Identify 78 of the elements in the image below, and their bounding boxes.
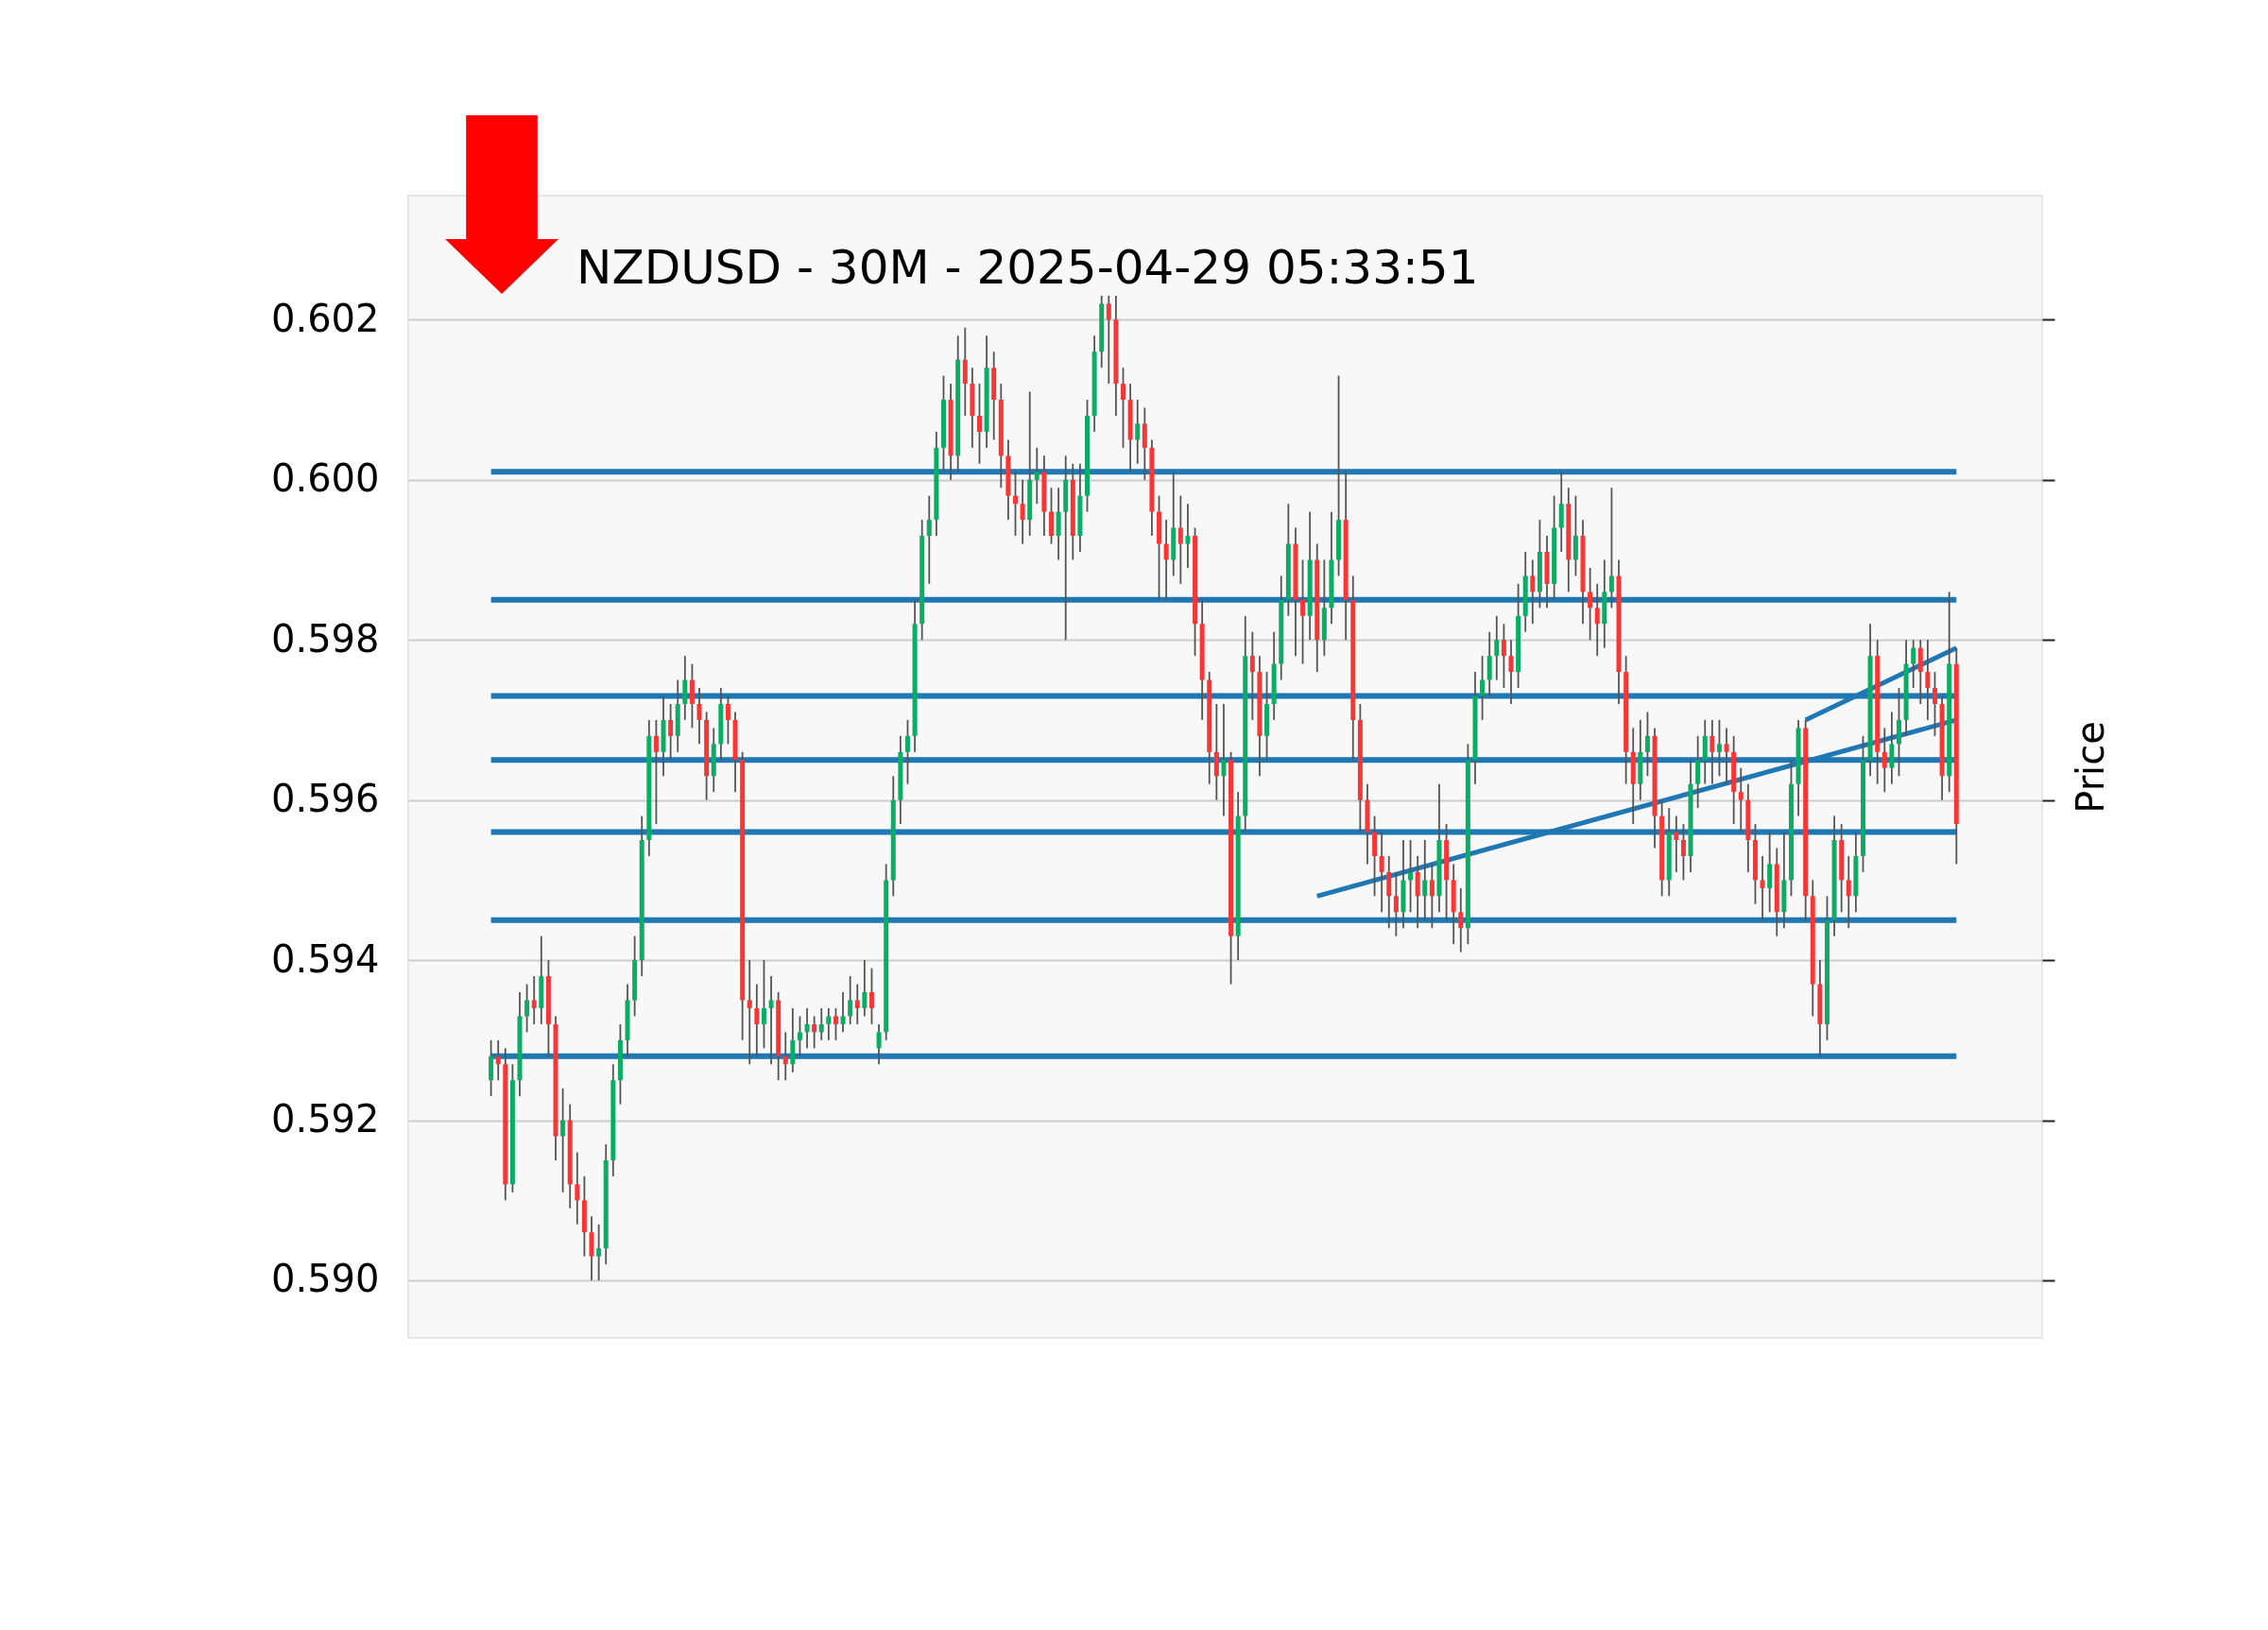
candlestick bbox=[876, 1022, 882, 1066]
candlestick bbox=[818, 1007, 824, 1041]
y-tick-label: 0.602 bbox=[270, 296, 380, 340]
candlestick bbox=[1249, 630, 1255, 721]
candlestick bbox=[596, 1223, 602, 1281]
candlestick bbox=[1932, 671, 1937, 737]
candlestick bbox=[575, 1151, 580, 1226]
candlestick bbox=[868, 967, 874, 1025]
candlestick bbox=[696, 687, 702, 746]
candlestick bbox=[976, 383, 982, 465]
candlestick bbox=[1185, 503, 1191, 569]
candlestick bbox=[1121, 367, 1126, 449]
candlestick bbox=[531, 975, 537, 1025]
candlestick bbox=[747, 959, 752, 1066]
candlestick bbox=[1911, 639, 1916, 689]
candlestick bbox=[1588, 567, 1593, 642]
candlestick bbox=[524, 983, 530, 1034]
candlestick bbox=[1881, 727, 1887, 794]
candlestick bbox=[1530, 558, 1536, 626]
candlestick bbox=[1458, 886, 1464, 953]
candlestick bbox=[926, 494, 932, 585]
candlestick bbox=[1422, 839, 1428, 921]
candlestick bbox=[904, 719, 910, 785]
candlestick bbox=[1501, 623, 1506, 689]
candlestick bbox=[653, 719, 659, 825]
candlestick bbox=[826, 1007, 832, 1041]
candlestick bbox=[1608, 487, 1614, 609]
y-tick-label: 0.592 bbox=[270, 1097, 380, 1141]
candlestick bbox=[1738, 766, 1744, 833]
candlestick bbox=[725, 695, 730, 746]
y-tick-label: 0.590 bbox=[270, 1257, 380, 1301]
candlestick bbox=[1379, 831, 1384, 914]
y-tick-label: 0.598 bbox=[270, 616, 380, 661]
candlestick bbox=[1429, 863, 1435, 930]
candlestick bbox=[1724, 727, 1729, 785]
candlestick bbox=[768, 975, 774, 1066]
candlestick bbox=[1034, 446, 1040, 506]
candlestick bbox=[1846, 855, 1851, 930]
candlestick bbox=[1300, 558, 1306, 665]
candlestick bbox=[1674, 815, 1679, 873]
candlestick bbox=[848, 975, 853, 1025]
candlestick bbox=[854, 983, 860, 1025]
candlestick bbox=[1494, 614, 1500, 681]
candlestick bbox=[1106, 295, 1111, 385]
y-tick-label: 0.596 bbox=[270, 777, 380, 821]
candlestick bbox=[1408, 839, 1414, 914]
candlestick bbox=[1163, 519, 1169, 601]
candlestick bbox=[1760, 855, 1765, 921]
candlestick bbox=[761, 959, 766, 1050]
candlestick bbox=[782, 1031, 788, 1082]
candlestick bbox=[1393, 871, 1399, 937]
y-tick-label: 0.594 bbox=[270, 936, 380, 981]
candlestick bbox=[862, 959, 868, 1018]
candlestick bbox=[1013, 471, 1018, 537]
candlestick bbox=[804, 1007, 810, 1050]
candlestick bbox=[1480, 655, 1486, 721]
text: NZDUSD - 30M - 2025-04-29 05:33:51 bbox=[576, 240, 1479, 295]
candlestick bbox=[1716, 719, 1722, 778]
y-tick-label: 0.600 bbox=[270, 456, 380, 501]
candlestick bbox=[833, 1007, 838, 1041]
candlestick bbox=[812, 1015, 817, 1050]
candlestick bbox=[668, 703, 674, 762]
candlestick bbox=[495, 1038, 501, 1082]
candlestick bbox=[1710, 719, 1715, 785]
candlestick bbox=[1925, 639, 1931, 721]
candlestick bbox=[1135, 399, 1141, 465]
candlestick bbox=[1644, 711, 1650, 778]
candlestick bbox=[1221, 703, 1227, 817]
candlestick bbox=[1594, 583, 1600, 658]
candlestick bbox=[754, 983, 760, 1057]
y-axis-title: Price bbox=[2068, 721, 2112, 814]
candlestick bbox=[1177, 494, 1183, 585]
candlestick bbox=[840, 991, 846, 1034]
candlestick bbox=[1680, 823, 1686, 882]
candlestick bbox=[1020, 478, 1025, 545]
candlestick bbox=[1508, 639, 1514, 705]
candlestick bbox=[797, 1015, 802, 1057]
candlestick bbox=[560, 1087, 566, 1193]
